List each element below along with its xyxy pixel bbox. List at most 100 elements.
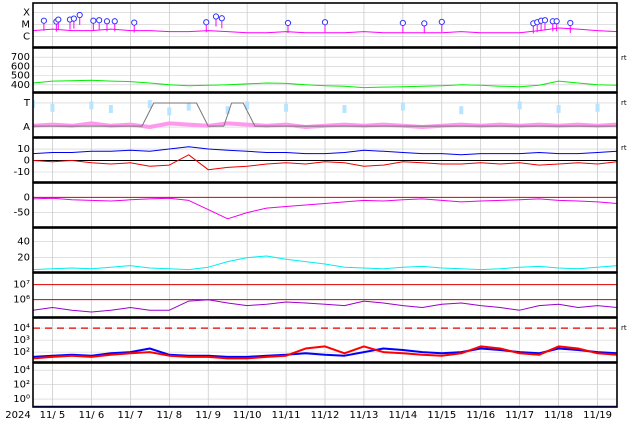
x-tick-label: 11/19 bbox=[583, 410, 612, 421]
x-tick-label: 11/11 bbox=[272, 410, 301, 421]
data-line bbox=[33, 345, 617, 360]
data-line bbox=[33, 154, 617, 171]
x-tick-label: 11/16 bbox=[466, 410, 495, 421]
y-tick-label: A bbox=[23, 122, 30, 133]
data-point bbox=[147, 100, 152, 109]
panel bbox=[33, 183, 617, 227]
y-tick-label: 10⁴ bbox=[13, 365, 30, 376]
data-point bbox=[108, 104, 113, 113]
panel bbox=[33, 228, 617, 272]
flare-marker bbox=[40, 17, 48, 24]
y-tick-label: 0 bbox=[24, 192, 30, 203]
flare-marker bbox=[111, 18, 118, 25]
panel bbox=[33, 48, 617, 92]
data-line bbox=[33, 102, 617, 127]
data-point bbox=[342, 104, 347, 113]
panel-frame bbox=[32, 227, 618, 273]
y-tick-label: 20 bbox=[17, 253, 30, 264]
flare-marker bbox=[567, 19, 574, 27]
data-point bbox=[517, 101, 522, 110]
panel-frame bbox=[32, 272, 618, 318]
y-tick-label: 500 bbox=[11, 71, 30, 82]
y-tick-label: -10 bbox=[14, 167, 30, 178]
rt-label: rt bbox=[621, 54, 627, 62]
flare-marker bbox=[96, 17, 103, 24]
flare-marker bbox=[284, 19, 292, 27]
y-tick-label: 10² bbox=[13, 380, 30, 391]
data-point bbox=[400, 102, 405, 111]
data-point bbox=[595, 103, 600, 112]
data-point bbox=[556, 104, 561, 113]
flare-marker bbox=[131, 19, 138, 26]
flare-marker bbox=[70, 15, 77, 22]
panel bbox=[33, 318, 617, 362]
x-tick-label: 11/ 8 bbox=[156, 410, 182, 421]
y-tick-label: 600 bbox=[11, 61, 30, 72]
y-tick-label: 10⁶ bbox=[13, 295, 30, 306]
y-tick-label: T bbox=[23, 98, 31, 109]
y-tick-label: 700 bbox=[11, 52, 30, 63]
flare-marker bbox=[399, 19, 406, 27]
panel-frame bbox=[32, 317, 618, 363]
data-point bbox=[245, 101, 250, 110]
y-tick-label: 40 bbox=[17, 237, 30, 248]
y-tick-label: 10⁰ bbox=[13, 394, 30, 405]
data-line bbox=[33, 27, 617, 34]
flare-marker bbox=[212, 13, 220, 20]
data-line bbox=[33, 79, 617, 89]
x-tick-label: 11/13 bbox=[350, 410, 379, 421]
panel bbox=[33, 93, 617, 137]
panel-frame bbox=[32, 362, 618, 408]
flare-marker bbox=[541, 17, 549, 24]
y-tick-label: -50 bbox=[14, 208, 30, 219]
panel-frame bbox=[32, 92, 618, 138]
panel-frame bbox=[32, 2, 618, 48]
data-line bbox=[33, 197, 617, 220]
y-tick-label: 10² bbox=[13, 347, 30, 358]
data-point bbox=[284, 103, 289, 112]
x-tick-label: 11/12 bbox=[311, 410, 340, 421]
x-tick-label: 11/ 6 bbox=[79, 410, 105, 421]
data-point bbox=[33, 100, 35, 109]
flare-marker bbox=[218, 15, 225, 22]
x-tick-label: 11/15 bbox=[427, 410, 456, 421]
x-tick-label: 11/ 7 bbox=[118, 410, 144, 421]
panel bbox=[33, 3, 617, 47]
x-tick-label: 11/10 bbox=[233, 410, 262, 421]
x-tick-label: 11/17 bbox=[505, 410, 534, 421]
y-tick-label: 400 bbox=[11, 80, 30, 91]
panel bbox=[33, 273, 617, 317]
data-point bbox=[459, 106, 464, 115]
data-point bbox=[225, 106, 230, 115]
flare-marker bbox=[76, 11, 83, 19]
flare-marker bbox=[553, 18, 560, 25]
x-tick-label: 11/18 bbox=[544, 410, 573, 421]
x-axis-year: 2024 bbox=[5, 410, 30, 421]
flare-marker bbox=[321, 19, 329, 26]
x-tick-label: 11/14 bbox=[388, 410, 417, 421]
y-tick-label: 10⁷ bbox=[13, 280, 30, 291]
data-point bbox=[186, 102, 191, 111]
y-tick-label: X bbox=[23, 7, 30, 18]
x-tick-label: 11/ 9 bbox=[195, 410, 221, 421]
rt-label: rt bbox=[621, 144, 627, 152]
y-tick-label: 10 bbox=[17, 144, 30, 155]
panel-frame bbox=[32, 137, 618, 183]
data-point bbox=[89, 101, 94, 110]
y-tick-label: C bbox=[23, 31, 30, 42]
flare-marker bbox=[55, 16, 62, 23]
panel bbox=[33, 138, 617, 182]
data-point bbox=[167, 107, 172, 116]
y-tick-label: 10⁴ bbox=[13, 323, 30, 334]
flare-marker bbox=[103, 18, 111, 25]
flare-marker bbox=[203, 19, 210, 26]
y-tick-label: 10³ bbox=[13, 335, 30, 346]
data-line bbox=[33, 299, 617, 313]
rt-label: rt bbox=[621, 99, 627, 107]
data-line bbox=[33, 347, 617, 358]
y-tick-label: M bbox=[21, 19, 30, 30]
panel-frame bbox=[32, 47, 618, 93]
flare-marker bbox=[90, 17, 97, 24]
